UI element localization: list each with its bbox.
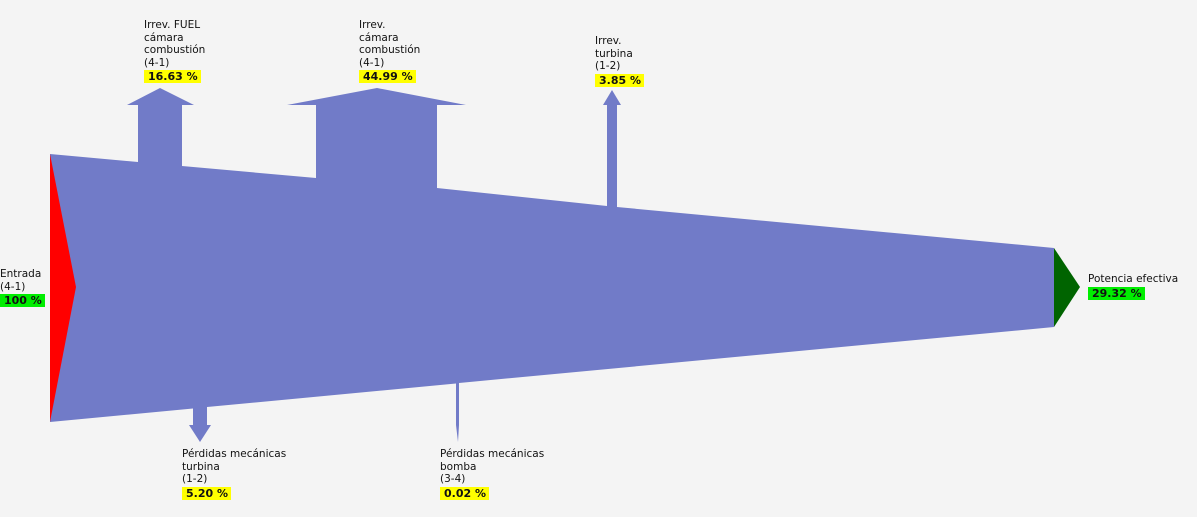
loss-line: turbina	[595, 47, 633, 60]
input-name: Entrada	[0, 268, 42, 280]
loss-line: Irrev.	[595, 35, 622, 47]
loss-line: Irrev. FUEL	[144, 19, 201, 31]
loss-line: Pérdidas mecánicas	[182, 448, 287, 460]
loss-label-combustion: Irrev. cámara combustión (4-1) 44.99 %	[359, 19, 420, 84]
main-flow	[50, 88, 1054, 442]
output-name: Potencia efectiva	[1088, 273, 1179, 285]
loss-value: 5.20 %	[182, 486, 231, 500]
output-label: Potencia efectiva 29.32 %	[1088, 273, 1178, 300]
loss-line: combustión	[359, 44, 421, 56]
input-label: Entrada (4-1) 100 %	[0, 268, 45, 308]
loss-line: cámara	[144, 31, 184, 44]
loss-line: combustión	[144, 44, 206, 56]
loss-value: 3.85 %	[595, 73, 644, 87]
input-arrow	[50, 154, 76, 422]
loss-label-mech-turbine: Pérdidas mecánicas turbina (1-2) 5.20 %	[182, 448, 286, 500]
loss-line: Irrev.	[359, 19, 386, 31]
loss-line: cámara	[359, 31, 399, 44]
input-stage: (4-1)	[0, 280, 26, 293]
loss-value: 0.02 %	[440, 486, 489, 500]
loss-line: turbina	[182, 460, 220, 473]
loss-label-mech-pump: Pérdidas mecánicas bomba (3-4) 0.02 %	[440, 448, 544, 500]
loss-line: (1-2)	[595, 60, 621, 72]
loss-line: (3-4)	[440, 473, 466, 485]
output-value: 29.32 %	[1088, 286, 1145, 300]
input-value: 100 %	[0, 294, 45, 307]
loss-label-turbine: Irrev. turbina (1-2) 3.85 %	[595, 35, 644, 87]
loss-line: (4-1)	[144, 56, 170, 69]
output-arrow	[1054, 248, 1080, 327]
loss-line: Pérdidas mecánicas	[440, 448, 545, 460]
loss-value: 44.99 %	[359, 70, 416, 83]
loss-line: (1-2)	[182, 473, 208, 485]
loss-line: bomba	[440, 460, 477, 473]
loss-label-fuel: Irrev. FUEL cámara combustión (4-1) 16.6…	[144, 19, 205, 84]
loss-value: 16.63 %	[144, 70, 201, 83]
loss-line: (4-1)	[359, 56, 385, 69]
